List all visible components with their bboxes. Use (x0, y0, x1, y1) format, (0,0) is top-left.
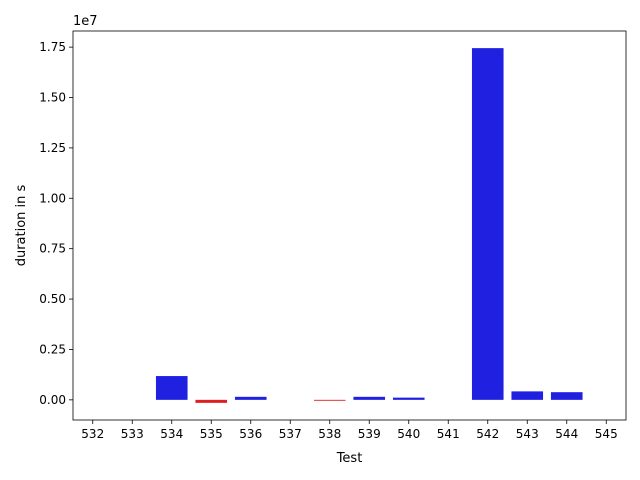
x-tick-label: 542 (476, 427, 499, 441)
y-axis-label: duration in s (14, 184, 29, 266)
y-axis-scale-label: 1e7 (73, 14, 98, 29)
x-tick-label: 536 (239, 427, 262, 441)
x-axis: 532 533 534 535 536 537 538 539 540 541 542 543 544 5… (81, 420, 618, 441)
bar-542 (471, 48, 504, 400)
plot-frame (72, 30, 627, 421)
x-tick-label: 544 (555, 427, 578, 441)
x-tick-label: 541 (437, 427, 460, 441)
bar-543 (511, 391, 544, 400)
x-tick-label: 537 (279, 427, 302, 441)
y-tick-label: 1.75 (39, 40, 66, 54)
bar-544 (550, 392, 583, 400)
x-tick-label: 533 (121, 427, 144, 441)
x-tick-label: 545 (595, 427, 618, 441)
bar-534 (155, 376, 188, 400)
x-tick-label: 535 (200, 427, 223, 441)
x-axis-label: Test (336, 451, 363, 466)
x-tick-label: 539 (358, 427, 381, 441)
x-tick-label: 534 (160, 427, 183, 441)
bar-540 (392, 397, 425, 400)
bar-535 (195, 399, 228, 403)
bars-group (155, 48, 583, 403)
y-axis: 0.00 0.25 0.50 0.75 1.00 1.25 1.50 1.75 (39, 40, 73, 407)
bar-536 (234, 396, 267, 400)
y-tick-label: 0.50 (39, 292, 66, 306)
y-tick-label: 1.50 (39, 91, 66, 105)
x-tick-label: 532 (81, 427, 104, 441)
bar-539 (353, 396, 386, 400)
bar-538 (313, 399, 346, 401)
y-tick-label: 0.25 (39, 342, 66, 356)
y-tick-label: 0.75 (39, 242, 66, 256)
x-tick-label: 543 (516, 427, 539, 441)
y-tick-label: 1.25 (39, 141, 66, 155)
x-tick-label: 540 (397, 427, 420, 441)
y-tick-label: 0.00 (39, 393, 66, 407)
x-tick-label: 538 (318, 427, 341, 441)
y-tick-label: 1.00 (39, 191, 66, 205)
